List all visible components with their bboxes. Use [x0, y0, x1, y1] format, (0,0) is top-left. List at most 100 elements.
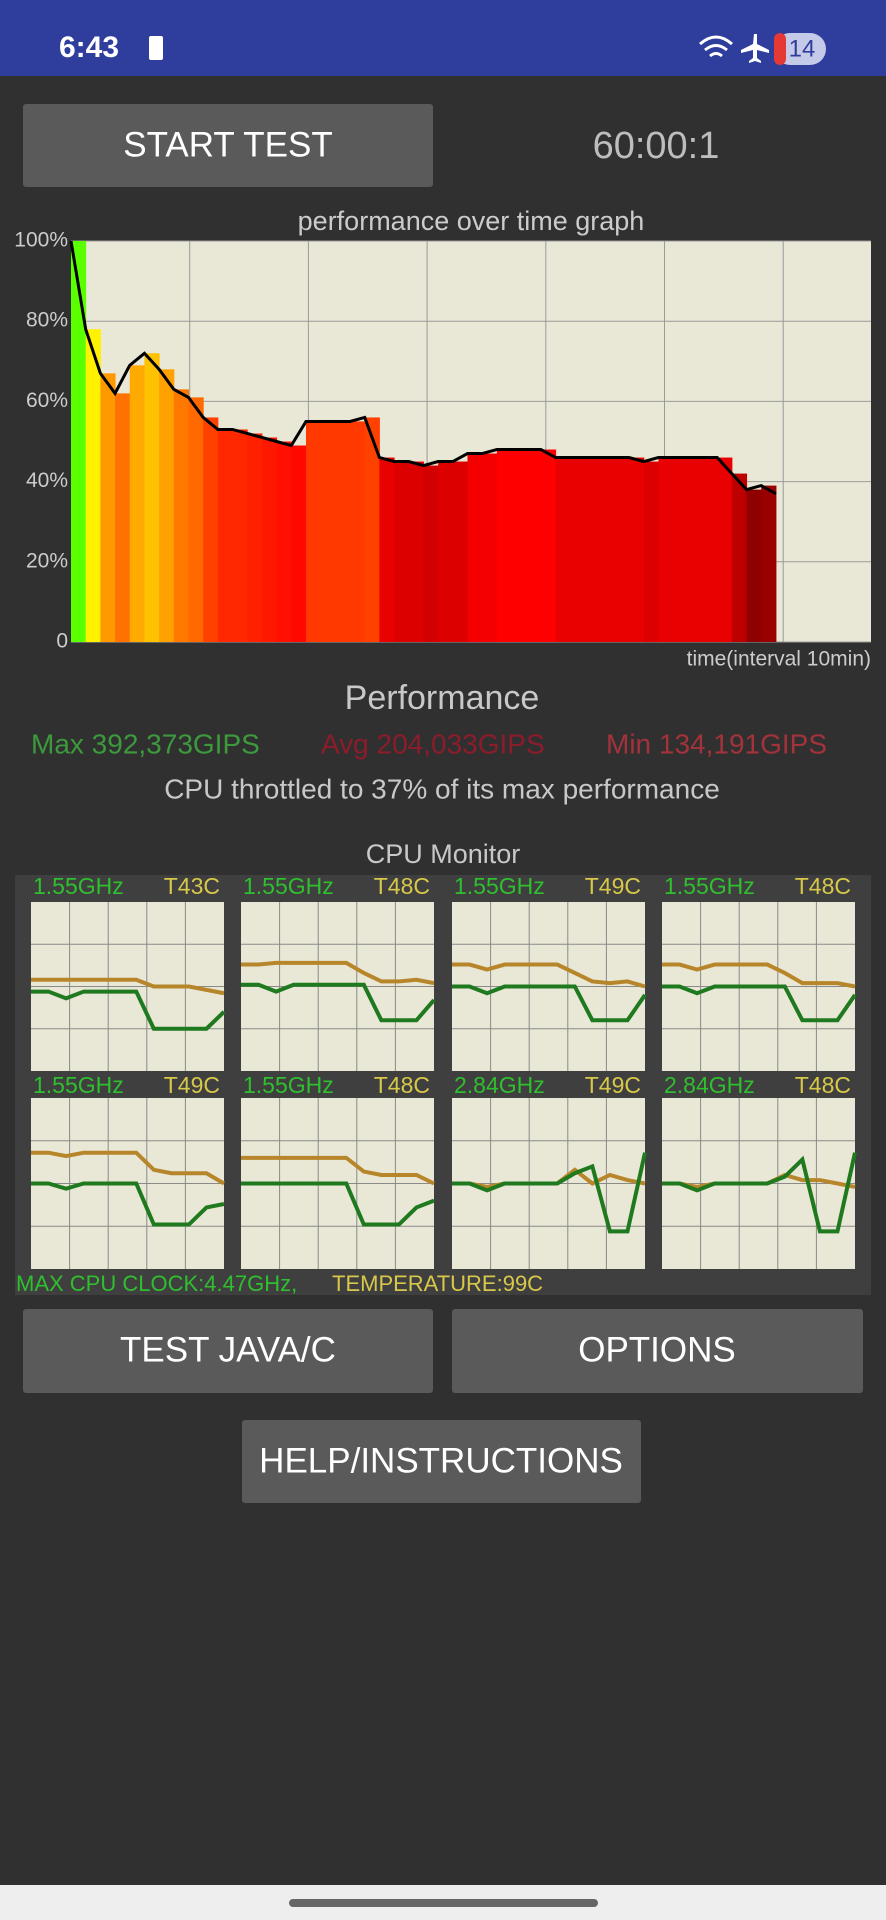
performance-bar: [305, 421, 322, 642]
help-button-label[interactable]: HELP/INSTRUCTIONS: [259, 1441, 623, 1480]
test-button[interactable]: [23, 1309, 433, 1393]
performance-bar: [496, 449, 513, 642]
temperature-line: [452, 962, 646, 989]
performance-bar: [188, 397, 204, 642]
battery-text: 14: [789, 35, 816, 62]
core-temperature: T48C: [795, 1072, 851, 1098]
performance-bar: [761, 485, 777, 642]
frequency-line: [241, 1181, 435, 1227]
performance-title: Performance: [345, 679, 540, 717]
battery-badge: [774, 33, 826, 65]
options-button[interactable]: [452, 1309, 863, 1393]
core-temperature: T48C: [374, 1072, 430, 1098]
frequency-line: [241, 982, 436, 1023]
throttle-text: CPU throttled to 37% of its max performa…: [164, 773, 720, 804]
performance-bar: [203, 417, 219, 642]
help-button[interactable]: [242, 1420, 641, 1503]
core-temperature: T48C: [795, 873, 851, 899]
y-tick-label: 0: [56, 630, 68, 653]
core-frequency: 1.55GHz: [243, 1072, 334, 1098]
y-tick-label: 80%: [26, 309, 68, 332]
start-button[interactable]: [23, 104, 433, 187]
performance-bar: [85, 329, 101, 642]
performance-bar: [320, 421, 336, 642]
core-temperature: T49C: [585, 1072, 641, 1098]
performance-bar: [423, 465, 439, 642]
x-axis-label: time(interval 10min): [687, 648, 871, 671]
performance-bar: [482, 453, 498, 642]
performance-bar: [350, 421, 366, 642]
clock: 6:43: [59, 31, 119, 64]
performance-bar: [173, 389, 189, 642]
timer: 60:00:1: [593, 125, 720, 167]
performance-bar: [408, 461, 424, 642]
performance-bar: [159, 369, 175, 642]
performance-bar: [570, 457, 586, 642]
performance-bar: [217, 429, 234, 642]
performance-bar: [511, 449, 527, 642]
start-button-label[interactable]: START TEST: [123, 125, 332, 164]
core-temperature: T43C: [164, 873, 220, 899]
temperature-line: [241, 1155, 435, 1186]
core-frequency: 1.55GHz: [33, 1072, 124, 1098]
test-button-label[interactable]: TEST JAVA/C: [120, 1330, 336, 1369]
performance-bar: [717, 457, 733, 642]
options-button-label[interactable]: OPTIONS: [578, 1330, 736, 1369]
performance-bar: [261, 437, 278, 642]
core-frequency: 1.55GHz: [454, 873, 545, 899]
core-frequency: 1.55GHz: [33, 873, 124, 899]
frequency-line: [31, 1181, 225, 1227]
performance-bar: [555, 457, 571, 642]
performance-bar: [658, 457, 674, 642]
performance-bar: [643, 461, 659, 642]
wifi-icon: [699, 35, 733, 58]
performance-bar: [452, 461, 469, 642]
performance-bar: [394, 461, 410, 642]
performance-bar: [232, 429, 248, 642]
performance-bar: [467, 453, 483, 642]
frequency-line: [452, 1152, 647, 1234]
performance-bar: [438, 461, 454, 642]
performance-bar: [364, 417, 380, 642]
plot: 0 20% 40% 60% 80% 100%: [14, 229, 871, 653]
max-clock: MAX CPU CLOCK:4.47GHz,: [16, 1271, 297, 1296]
max-stat: Max 392,373GIPS: [31, 728, 260, 759]
max-temperature: TEMPERATURE:99C: [332, 1271, 543, 1296]
status-bar: [0, 0, 886, 76]
temperature-line: [241, 960, 435, 986]
performance-bar: [276, 441, 292, 642]
performance-bar: [115, 393, 131, 642]
performance-bar: [629, 457, 645, 642]
performance-bar: [702, 457, 718, 642]
performance-bar: [291, 445, 307, 642]
performance-bar: [687, 457, 703, 642]
home-indicator[interactable]: [289, 1899, 598, 1907]
y-tick-label: 40%: [26, 469, 68, 492]
performance-bar: [379, 457, 395, 642]
performance-bar: [100, 373, 116, 642]
core-temperature: T48C: [374, 873, 430, 899]
core-temperature: T49C: [585, 873, 641, 899]
frequency-line: [662, 984, 857, 1023]
core-frequency: 2.84GHz: [664, 1072, 755, 1098]
temperature-line: [31, 1150, 226, 1186]
performance-bar: [614, 457, 630, 642]
performance-bar: [731, 473, 748, 642]
performance-bar: [746, 489, 762, 642]
temperature-line: [31, 977, 225, 996]
cores: 1.55GHz T43C 1.55GHz T48C 1.55GHz T49C 1.55GHz…: [31, 873, 857, 1269]
performance-line: [69, 240, 777, 495]
performance-bar: [540, 449, 557, 642]
performance-bar: [585, 457, 601, 642]
performance-bar: [247, 433, 263, 642]
y-tick-label: 100%: [14, 229, 68, 252]
temperature-line: [662, 962, 856, 989]
performance-bar: [526, 449, 542, 642]
y-tick-label: 20%: [26, 549, 68, 572]
cpu-monitor-title: CPU Monitor: [366, 839, 521, 869]
performance-bar: [335, 421, 351, 642]
y-tick-label: 60%: [26, 389, 68, 412]
frequency-line: [662, 1152, 857, 1234]
